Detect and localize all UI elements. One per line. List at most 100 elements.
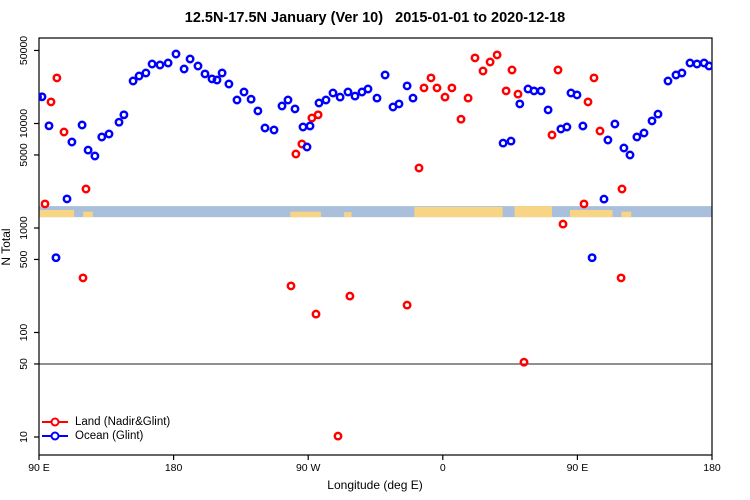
data-point-ocean — [653, 109, 663, 119]
data-point-land — [616, 273, 626, 283]
data-point-ocean — [134, 71, 144, 81]
ocean-series-symbol — [42, 431, 68, 441]
data-point-land — [414, 163, 424, 173]
data-point-land — [419, 83, 429, 93]
data-point-land — [501, 86, 511, 96]
data-point-land — [40, 199, 50, 209]
data-point-ocean — [603, 135, 613, 145]
map-band-land-patch — [344, 212, 352, 218]
y-tick-label: 10000 — [18, 109, 30, 138]
map-band-land-patch — [621, 211, 632, 218]
data-point-ocean — [39, 92, 42, 102]
y-tick-label: 100 — [18, 324, 30, 342]
data-point-ocean — [128, 76, 138, 86]
x-tick-label: 90 W — [296, 462, 321, 474]
data-point-ocean — [67, 137, 77, 147]
x-tick-label: 0 — [440, 462, 446, 474]
data-point-ocean — [372, 93, 382, 103]
data-point-ocean — [625, 150, 635, 160]
data-point-ocean — [277, 101, 287, 111]
data-point-ocean — [506, 136, 516, 146]
y-tick-label: 50 — [18, 358, 30, 370]
data-point-ocean — [90, 151, 100, 161]
data-point-ocean — [599, 194, 609, 204]
data-point-ocean — [498, 138, 508, 148]
x-tick-label: 90 E — [28, 462, 50, 474]
data-point-ocean — [677, 68, 687, 78]
legend-item-land: Land (Nadir&Glint) — [42, 415, 242, 429]
data-point-ocean — [639, 128, 649, 138]
data-point-ocean — [321, 95, 331, 105]
data-point-land — [478, 66, 488, 76]
data-point-land — [333, 431, 343, 441]
data-point-land — [507, 65, 517, 75]
data-point-ocean — [515, 99, 525, 109]
data-point-ocean — [298, 122, 308, 132]
map-band-land-patch — [514, 206, 552, 218]
data-point-ocean — [217, 68, 227, 78]
data-point-ocean — [343, 87, 353, 97]
data-point-ocean — [163, 58, 173, 68]
data-point-ocean — [562, 122, 572, 132]
data-point-ocean — [529, 86, 539, 96]
data-point-ocean — [619, 143, 629, 153]
data-point-land — [426, 73, 436, 83]
data-point-ocean — [224, 79, 234, 89]
data-point-land — [447, 83, 457, 93]
data-point-ocean — [39, 92, 47, 102]
data-point-land — [46, 97, 56, 107]
y-tick-label: 5000 — [18, 143, 30, 167]
map-band-land-patch — [39, 209, 75, 218]
map-band-land-patch — [83, 211, 93, 218]
data-point-land — [456, 114, 466, 124]
data-point-ocean — [632, 132, 642, 142]
data-point-land — [345, 291, 355, 301]
data-point-ocean — [302, 142, 312, 152]
data-point-land — [81, 184, 91, 194]
data-point-ocean — [246, 94, 256, 104]
data-point-ocean — [572, 90, 582, 100]
map-band-land-patch — [414, 206, 503, 218]
data-point-land — [52, 73, 62, 83]
data-point-ocean — [283, 95, 293, 105]
legend-label-land: Land (Nadir&Glint) — [75, 416, 171, 428]
data-point-land — [286, 281, 296, 291]
legend-item-ocean: Ocean (Glint) — [42, 429, 242, 443]
y-axis-label: N Total — [0, 228, 13, 266]
data-point-ocean — [685, 58, 695, 68]
data-point-ocean — [119, 110, 129, 120]
data-point-land — [553, 65, 563, 75]
x-tick-label: 90 E — [567, 462, 589, 474]
data-point-ocean — [692, 59, 702, 69]
data-point-ocean — [185, 54, 195, 64]
data-point-ocean — [663, 76, 673, 86]
data-point-land — [579, 199, 589, 209]
data-point-ocean — [44, 121, 54, 131]
data-point-land — [513, 89, 523, 99]
x-tick-label: 180 — [703, 462, 721, 474]
data-point-ocean — [543, 105, 553, 115]
data-point-ocean — [62, 194, 72, 204]
data-point-land — [78, 273, 88, 283]
data-point-ocean — [394, 99, 404, 109]
data-point-ocean — [239, 87, 249, 97]
data-point-ocean — [212, 75, 222, 85]
data-point-ocean — [179, 64, 189, 74]
data-point-land — [440, 92, 450, 102]
data-point-land — [470, 53, 480, 63]
plot-border — [38, 37, 713, 456]
data-point-land — [463, 93, 473, 103]
data-point-land — [492, 50, 502, 60]
data-point-ocean — [587, 253, 597, 263]
data-point-ocean — [305, 121, 315, 131]
data-point-land — [59, 127, 69, 137]
data-point-land — [432, 83, 442, 93]
data-point-ocean — [610, 119, 620, 129]
data-point-ocean — [704, 61, 712, 71]
data-point-ocean — [147, 59, 157, 69]
data-point-ocean — [232, 95, 242, 105]
data-point-ocean — [51, 253, 61, 263]
data-point-ocean — [77, 120, 87, 130]
data-point-land — [485, 57, 495, 67]
